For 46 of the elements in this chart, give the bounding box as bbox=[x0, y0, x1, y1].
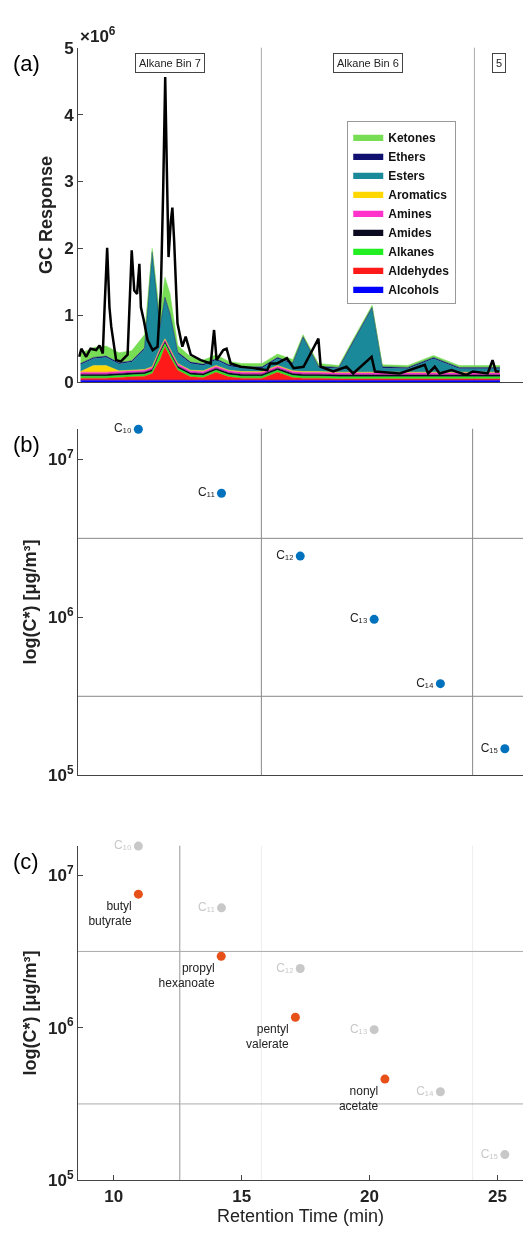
y-tick-label: 10$^{5}$ bbox=[48, 1167, 74, 1191]
data-label: C₁₀ bbox=[114, 421, 132, 436]
y-axis-title: GC Response bbox=[36, 155, 57, 274]
data-label: C₁₃ bbox=[349, 611, 368, 626]
annotation: Alkane Bin 7 bbox=[139, 57, 201, 69]
chart-title: (b) bbox=[13, 432, 40, 457]
legend-label: Aldehydes bbox=[388, 263, 450, 278]
x-tick-label: 15 bbox=[232, 1186, 252, 1206]
y-axis-title: log(C*) [μg/m³] bbox=[20, 950, 41, 1076]
x-axis-title: Retention Time (min) bbox=[216, 1205, 385, 1226]
x-tick-label: 25 bbox=[487, 1186, 507, 1206]
y-tick-label: 2 bbox=[64, 239, 74, 259]
annotation: 5 bbox=[496, 57, 503, 69]
chart-title: (a) bbox=[13, 51, 40, 76]
legend-label: Esters bbox=[388, 168, 426, 183]
legend-label: Ethers bbox=[388, 149, 426, 164]
legend-label: Amides bbox=[388, 225, 432, 240]
y-tick-label: 3 bbox=[64, 172, 74, 192]
chart-title: (c) bbox=[13, 849, 39, 874]
data-label: butyl butyrate bbox=[88, 898, 133, 929]
text: ×10$^{6}$ bbox=[80, 24, 116, 47]
data-label: C₁₄ bbox=[416, 675, 434, 690]
data-label: C₁₅ bbox=[480, 740, 499, 755]
y-tick-label: 5 bbox=[64, 38, 74, 58]
legend-label: Alcohols bbox=[388, 282, 440, 297]
data-label: propyl hexanoate bbox=[158, 960, 215, 991]
y-tick-label: 10$^{7}$ bbox=[48, 447, 74, 470]
y-tick-label: 10$^{7}$ bbox=[48, 862, 74, 886]
y-tick-label: 10$^{6}$ bbox=[48, 605, 74, 628]
y-tick-label: 10$^{6}$ bbox=[48, 1015, 74, 1038]
data-label: pentyl valerate bbox=[246, 1021, 290, 1052]
data-label: C₁₁ bbox=[198, 485, 215, 500]
y-tick-label: 4 bbox=[64, 105, 75, 125]
y-tick-label: 10$^{5}$ bbox=[48, 763, 74, 786]
y-tick-label: 1 bbox=[64, 306, 74, 326]
legend-label: Alkanes bbox=[388, 244, 435, 259]
y-tick-label: 0 bbox=[64, 373, 74, 393]
x-tick-label: 10 bbox=[104, 1186, 124, 1206]
legend-label: Ketones bbox=[388, 130, 436, 145]
data-label: C₁₂ bbox=[276, 548, 294, 563]
legend-label: Amines bbox=[388, 206, 432, 221]
legend-label: Aromatics bbox=[388, 187, 448, 202]
annotation: Alkane Bin 6 bbox=[337, 57, 399, 69]
y-axis-title: log(C*) [μg/m³] bbox=[20, 539, 41, 665]
data-label: nonyl acetate bbox=[338, 1083, 379, 1114]
x-tick-label: 20 bbox=[360, 1186, 380, 1206]
